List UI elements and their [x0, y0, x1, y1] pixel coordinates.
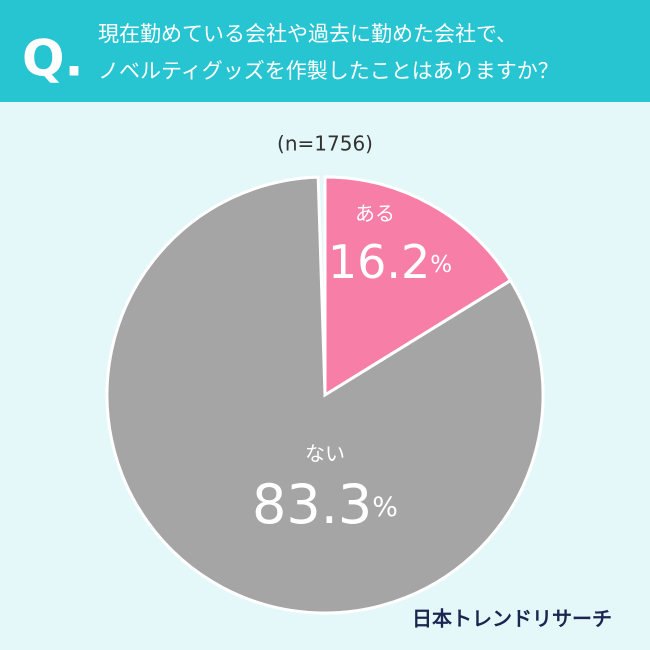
pie: ある 16.2% ない 83.3% — [105, 175, 545, 615]
slice-category: ない — [305, 442, 345, 466]
pie-slice — [105, 175, 545, 615]
logo: 日本トレンドリサーチ — [412, 607, 612, 631]
value-number: 16.2 — [328, 235, 430, 289]
value-number: 83.3 — [252, 473, 372, 536]
value-unit: % — [430, 252, 452, 278]
question-mark: Q. — [22, 30, 84, 88]
title-line: 現在勤めている会社や過去に勤めた会社で、 — [98, 22, 517, 46]
subtitle: (n=1756) — [277, 132, 373, 156]
slice-category: ある — [355, 202, 395, 226]
title-line: ノベルティグッズを作製したことはありますか？ — [98, 59, 559, 83]
slice-value-label: 16.2% — [328, 235, 452, 289]
header-band — [0, 0, 650, 102]
pie-slice — [323, 175, 513, 398]
value-unit: % — [372, 492, 398, 523]
slice-value-label: 83.3% — [252, 473, 398, 536]
